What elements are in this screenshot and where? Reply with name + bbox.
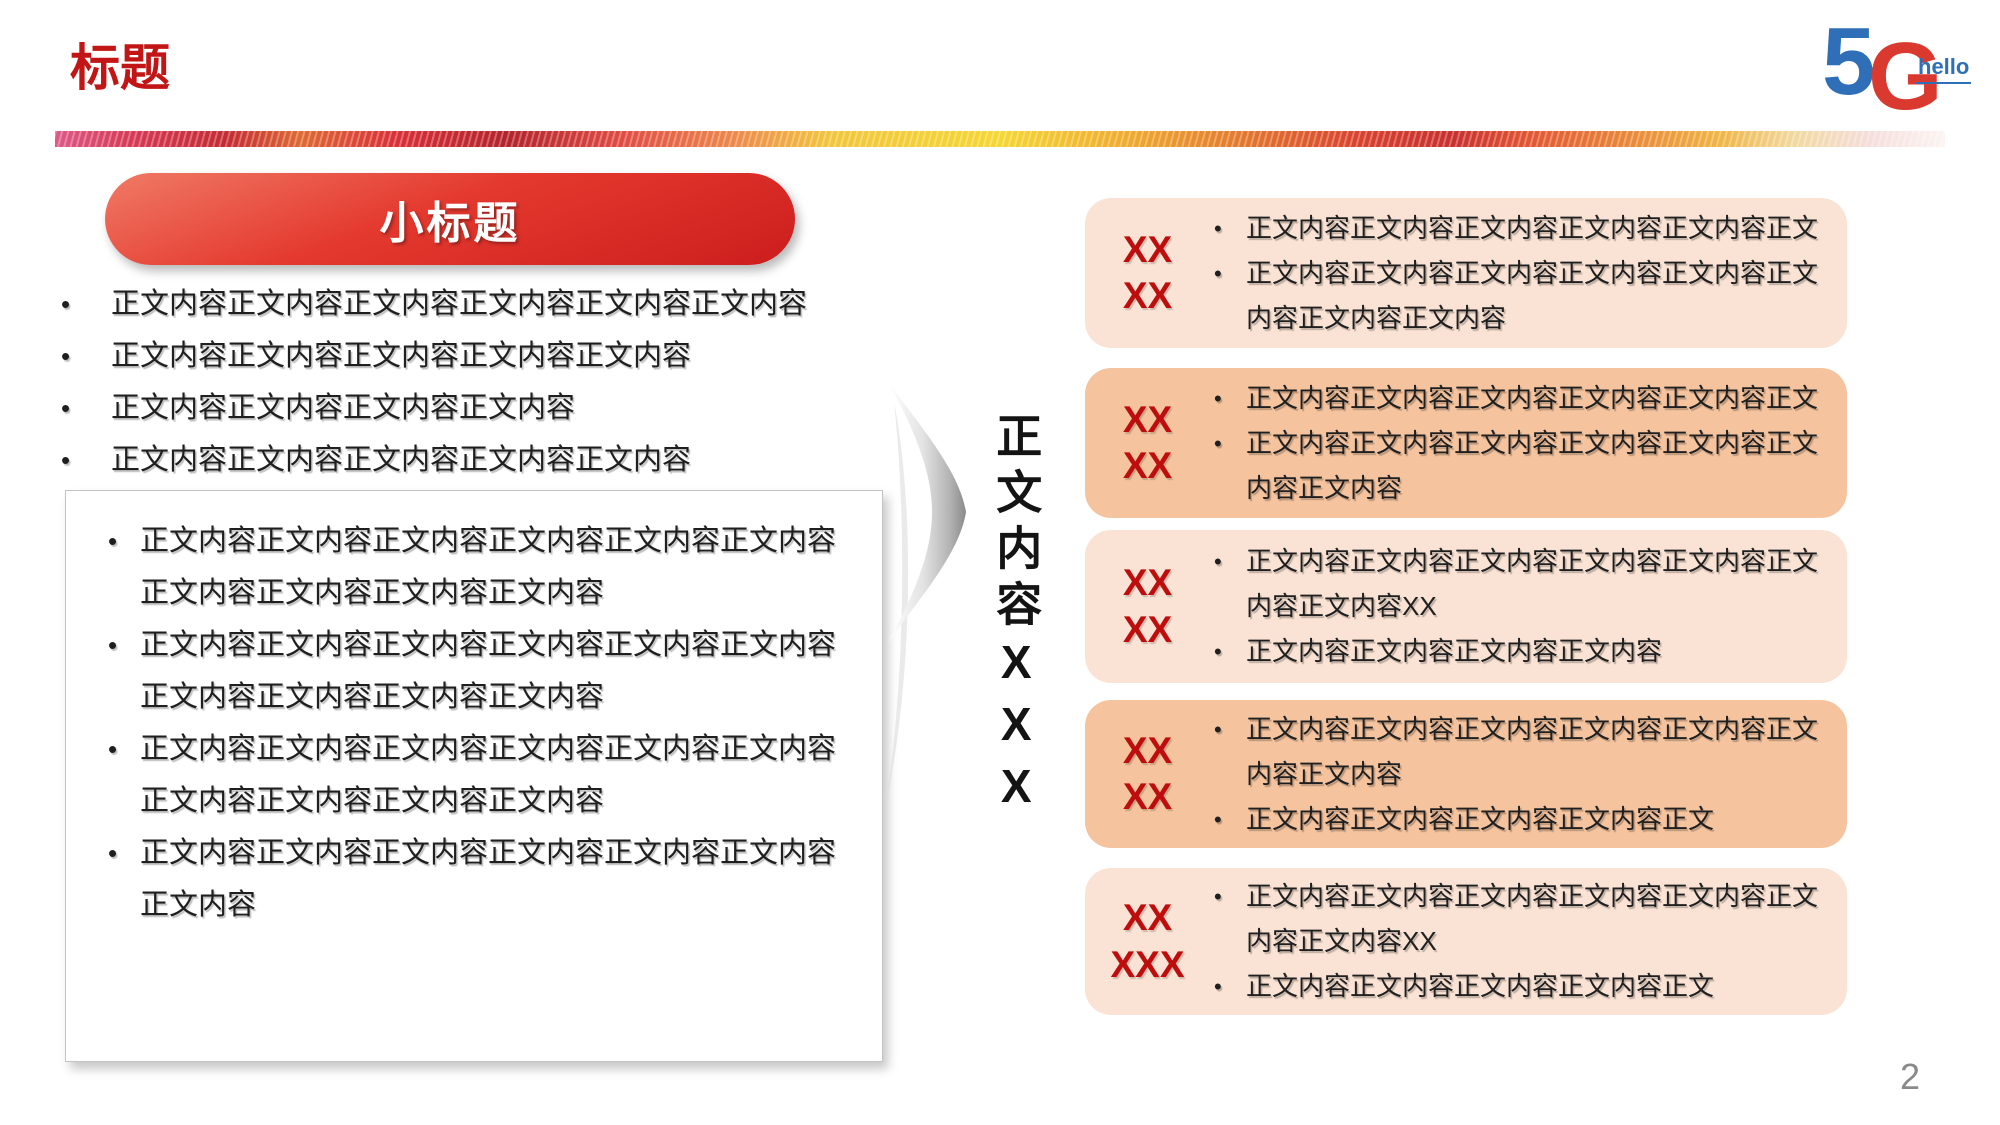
info-card: XX XXX 正文内容正文内容正文内容正文内容正文内容正文内容正文内容XX 正文… [1085, 868, 1847, 1015]
list-item: 正文内容正文内容正文内容正文内容正文内容正文 [1210, 376, 1819, 421]
list-item: 正文内容正文内容正文内容正文内容正文内容正文内容 [55, 278, 900, 330]
subtitle-text: 小标题 [379, 199, 521, 248]
logo-hello-text: hello [1916, 54, 1972, 84]
list-item: 正文内容正文内容正文内容正文内容正文内容正文内容正文内容XX [1210, 874, 1819, 964]
list-item: 正文内容正文内容正文内容正文内容正文内容正文内容正文内容正文内容 [1210, 251, 1819, 341]
card-bullet-list: 正文内容正文内容正文内容正文内容正文内容正文内容正文内容 正文内容正文内容正文内… [1210, 707, 1819, 842]
hello-5g-logo: 5 G hello [1822, 14, 1992, 126]
logo-5-glyph: 5 [1822, 8, 1876, 115]
list-item: 正文内容正文内容正文内容正文内容正文 [1210, 964, 1819, 1009]
list-item: 正文内容正文内容正文内容正文内容正文内容正文内容正文内容正文内容正文内容正文内容 [108, 723, 840, 827]
info-card: XX XX 正文内容正文内容正文内容正文内容正文内容正文内容正文内容 正文内容正… [1085, 700, 1847, 848]
card-bullet-list: 正文内容正文内容正文内容正文内容正文内容正文内容正文内容XX 正文内容正文内容正… [1210, 539, 1819, 674]
chevron-right-icon [886, 382, 966, 804]
info-card: XX XX 正文内容正文内容正文内容正文内容正文内容正文 正文内容正文内容正文内… [1085, 368, 1847, 518]
page-title: 标题 [70, 40, 170, 96]
info-card: XX XX 正文内容正文内容正文内容正文内容正文内容正文内容正文内容XX 正文内… [1085, 530, 1847, 683]
list-item: 正文内容正文内容正文内容正文内容正文内容正文内容正文内容 [108, 827, 840, 931]
card-bullet-list: 正文内容正文内容正文内容正文内容正文内容正文 正文内容正文内容正文内容正文内容正… [1210, 206, 1819, 341]
list-item: 正文内容正文内容正文内容正文内容 [1210, 629, 1819, 674]
card-label: XX XX [1122, 398, 1173, 486]
detail-text-box: 正文内容正文内容正文内容正文内容正文内容正文内容正文内容正文内容正文内容正文内容… [65, 490, 883, 1062]
card-label: XX XXX [1110, 897, 1185, 985]
logo-g-glyph: G [1868, 23, 1943, 130]
card-label: XX XX [1122, 562, 1173, 650]
intro-bullet-list: 正文内容正文内容正文内容正文内容正文内容正文内容 正文内容正文内容正文内容正文内… [55, 278, 900, 486]
card-label: XX XX [1122, 729, 1173, 817]
header-ribbon-strip [55, 131, 1945, 147]
card-bullet-list: 正文内容正文内容正文内容正文内容正文内容正文 正文内容正文内容正文内容正文内容正… [1210, 376, 1819, 511]
list-item: 正文内容正文内容正文内容正文内容正文内容 [55, 330, 900, 382]
list-item: 正文内容正文内容正文内容正文内容正文内容正文内容正文内容 [1210, 421, 1819, 511]
vertical-caption: 正文内容XXX [990, 412, 1043, 822]
detail-bullet-list: 正文内容正文内容正文内容正文内容正文内容正文内容正文内容正文内容正文内容正文内容… [108, 515, 842, 931]
page-number: 2 [1900, 1056, 1921, 1097]
list-item: 正文内容正文内容正文内容正文内容正文内容正文内容正文内容XX [1210, 539, 1819, 629]
card-bullet-list: 正文内容正文内容正文内容正文内容正文内容正文内容正文内容XX 正文内容正文内容正… [1210, 874, 1819, 1009]
list-item: 正文内容正文内容正文内容正文内容正文内容正文内容正文内容 [1210, 707, 1819, 797]
info-card: XX XX 正文内容正文内容正文内容正文内容正文内容正文 正文内容正文内容正文内… [1085, 198, 1847, 348]
list-item: 正文内容正文内容正文内容正文内容 [55, 382, 900, 434]
list-item: 正文内容正文内容正文内容正文内容正文内容正文 [1210, 206, 1819, 251]
card-label: XX XX [1122, 228, 1173, 316]
list-item: 正文内容正文内容正文内容正文内容正文 [1210, 797, 1819, 842]
subtitle-pill: 小标题 [105, 173, 795, 265]
list-item: 正文内容正文内容正文内容正文内容正文内容正文内容正文内容正文内容正文内容正文内容 [108, 619, 840, 723]
list-item: 正文内容正文内容正文内容正文内容正文内容 [55, 434, 900, 486]
list-item: 正文内容正文内容正文内容正文内容正文内容正文内容正文内容正文内容正文内容正文内容 [108, 515, 840, 619]
